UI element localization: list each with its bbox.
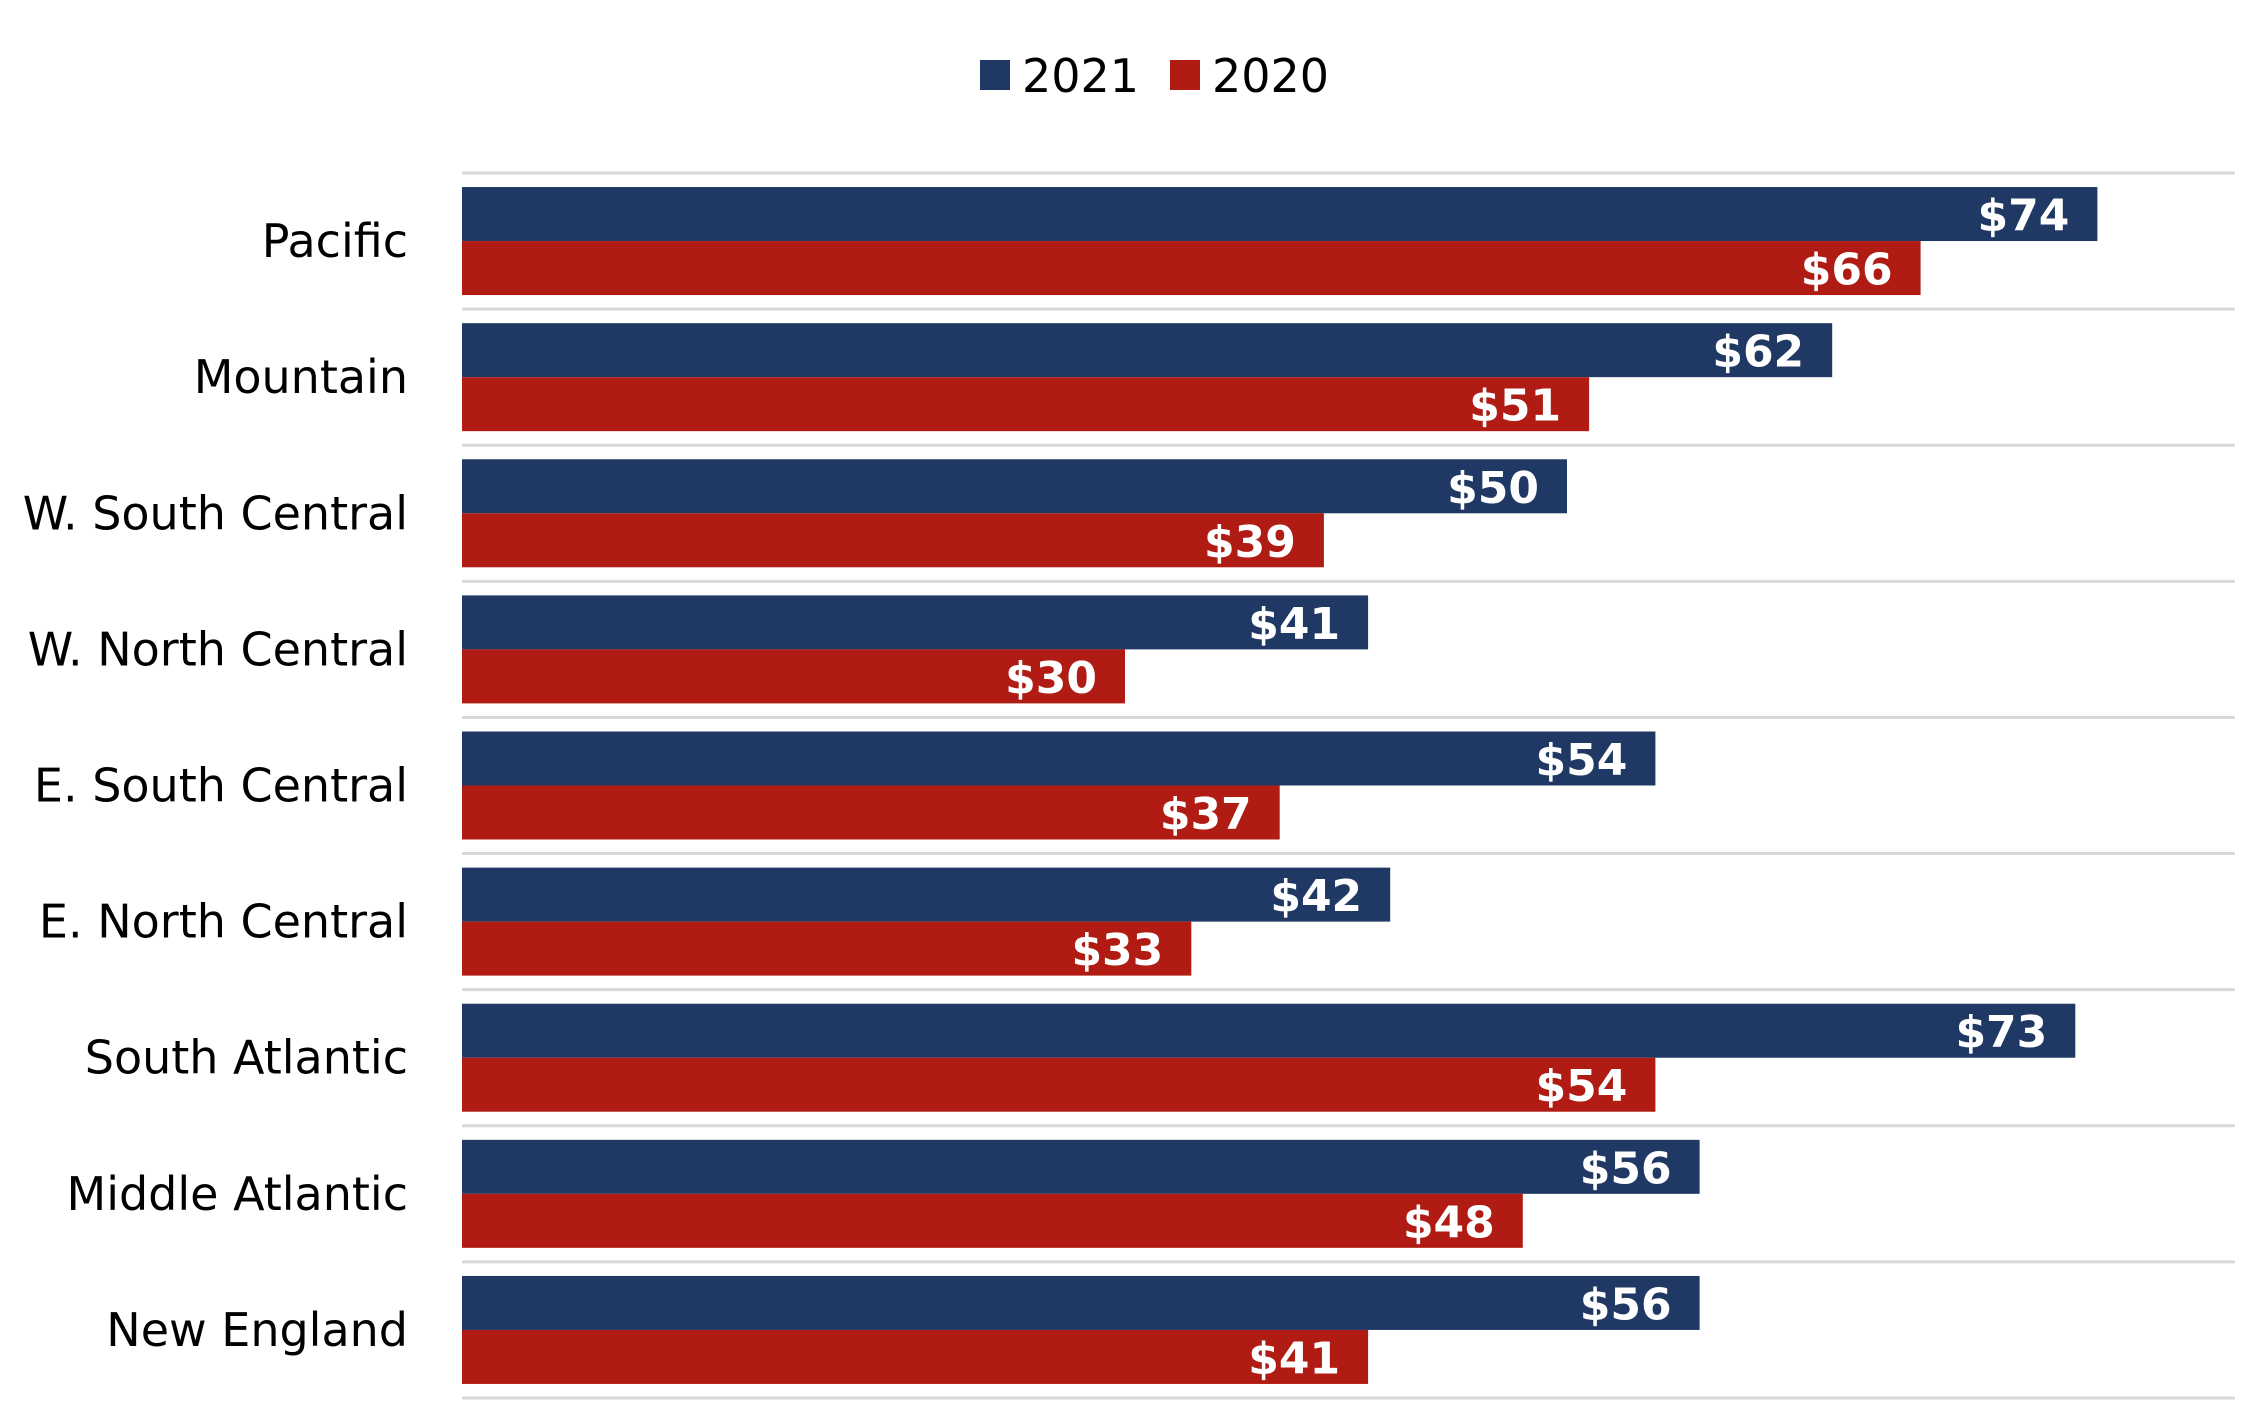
category-label-south-atlantic: South Atlantic <box>85 1031 408 1085</box>
bar-2020-w-south-central <box>462 513 1324 568</box>
bar-2020-mountain <box>462 377 1590 432</box>
bar-label-2021-pacific: $74 <box>1978 191 2070 242</box>
category-label-new-england: New England <box>106 1303 408 1357</box>
bar-label-2020-south-atlantic: $54 <box>1536 1061 1628 1112</box>
bar-2020-south-atlantic <box>462 1057 1656 1112</box>
bar-label-2020-e-north-central: $33 <box>1071 925 1163 976</box>
bar-label-2020-w-south-central: $39 <box>1204 517 1296 568</box>
bar-2021-w-south-central <box>462 459 1567 514</box>
category-label-e-north-central: E. North Central <box>39 895 408 949</box>
category-label-middle-atlantic: Middle Atlantic <box>67 1167 409 1221</box>
bar-label-2021-mountain: $62 <box>1712 327 1804 378</box>
bar-2020-pacific <box>462 241 1921 296</box>
bar-label-2021-w-south-central: $50 <box>1447 463 1539 514</box>
bar-2021-e-south-central <box>462 731 1656 786</box>
category-labels: Pacific Mountain W. South Central W. North … <box>23 214 408 1357</box>
bar-2020-new-england <box>462 1329 1369 1384</box>
bar-label-2020-pacific: $66 <box>1801 245 1893 296</box>
bar-label-2021-e-north-central: $42 <box>1270 871 1362 922</box>
bar-label-2020-mountain: $51 <box>1469 381 1561 432</box>
category-separators <box>462 171 2235 1400</box>
bar-label-2020-new-england: $41 <box>1248 1333 1340 1384</box>
bar-label-2020-w-north-central: $30 <box>1005 653 1097 704</box>
bar-2021-pacific <box>462 187 2098 242</box>
category-label-w-north-central: W. North Central <box>28 622 408 676</box>
bar-label-2021-south-atlantic: $73 <box>1955 1007 2047 1058</box>
bar-2021-e-north-central <box>462 867 1391 922</box>
category-label-e-south-central: E. South Central <box>34 759 408 813</box>
bars-layer <box>462 187 2098 1384</box>
bar-label-2021-e-south-central: $54 <box>1536 735 1628 786</box>
bar-label-2021-middle-atlantic: $56 <box>1580 1143 1672 1194</box>
legend-label-2020: 2020 <box>1212 49 1329 103</box>
bar-2020-w-north-central <box>462 649 1125 704</box>
bar-label-2021-w-north-central: $41 <box>1248 599 1340 650</box>
bar-2020-e-south-central <box>462 785 1280 840</box>
bar-2021-mountain <box>462 323 1833 378</box>
category-label-mountain: Mountain <box>194 350 408 404</box>
category-label-pacific: Pacific <box>262 214 408 268</box>
bar-2020-e-north-central <box>462 921 1192 976</box>
legend-swatch-2021 <box>980 60 1010 90</box>
bar-label-2021-new-england: $56 <box>1580 1279 1672 1330</box>
bar-2020-middle-atlantic <box>462 1193 1523 1248</box>
bar-value-labels: $74 $66 $62 $51 $50 $39 $41 $30 $54 $37 $42 $33 $73 $… <box>1005 191 2069 1385</box>
bar-label-2020-middle-atlantic: $48 <box>1403 1197 1495 1248</box>
category-label-w-south-central: W. South Central <box>23 486 408 540</box>
bar-2021-south-atlantic <box>462 1003 2076 1058</box>
bar-2021-new-england <box>462 1275 1700 1330</box>
legend-label-2021: 2021 <box>1022 49 1139 103</box>
bar-2021-middle-atlantic <box>462 1139 1700 1194</box>
legend-swatch-2020 <box>1170 60 1200 90</box>
bar-2021-w-north-central <box>462 595 1369 650</box>
chart-legend: 2021 2020 <box>980 49 1329 103</box>
bar-label-2020-e-south-central: $37 <box>1160 789 1252 840</box>
